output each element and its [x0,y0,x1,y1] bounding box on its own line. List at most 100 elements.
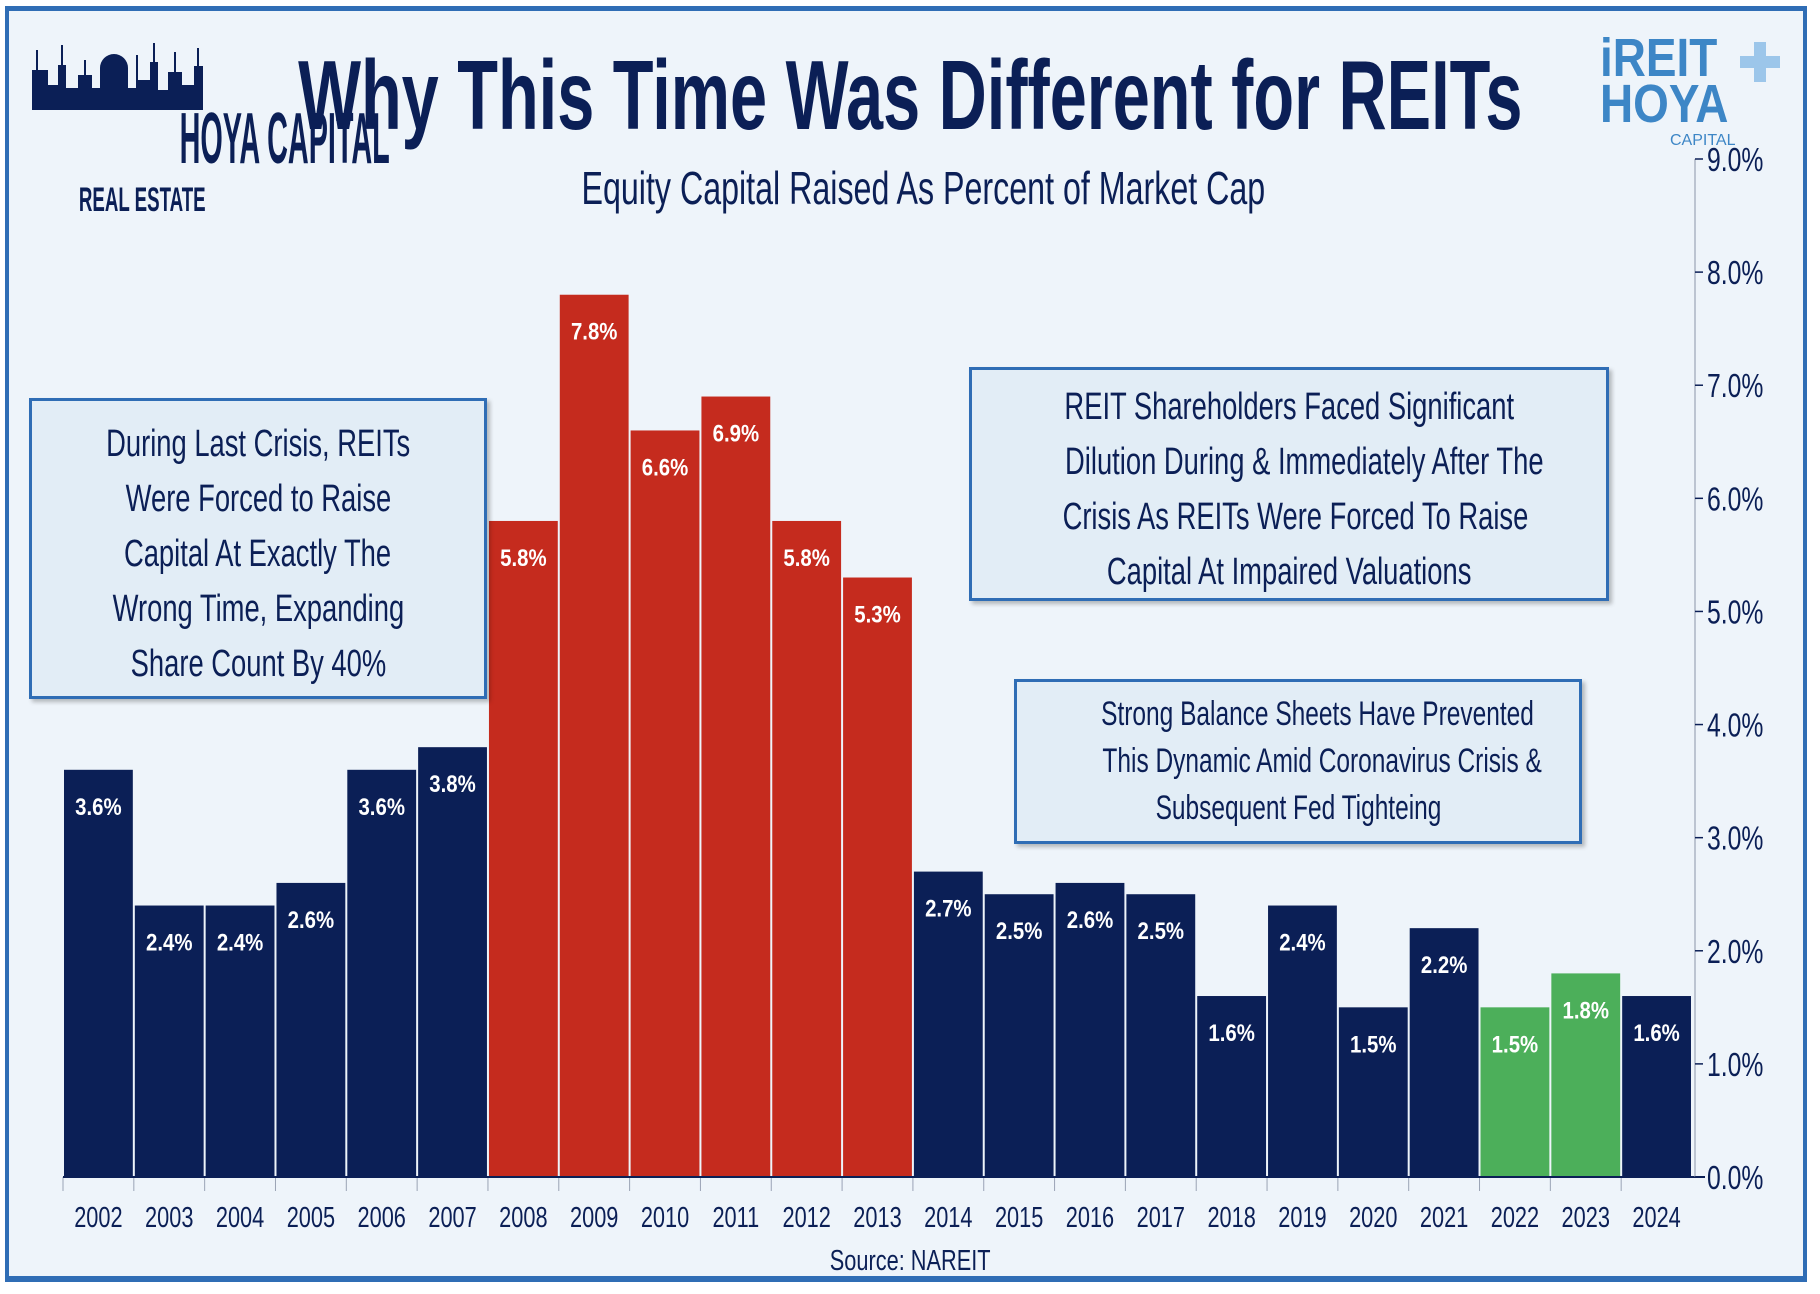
data-label-2006: 3.6% [358,793,405,820]
x-tick-label-2002: 2002 [74,1202,122,1234]
chart-title-text: Why This Time Was Different for REITs [297,40,1523,150]
bar-2012 [772,520,842,1177]
x-tick-label-2010: 2010 [641,1202,689,1234]
y-tick-label: 8.0% [1707,256,1763,292]
annotation-line: This Dynamic Amid Coronavirus Crisis & [1102,742,1542,780]
skyline-icon [32,43,203,110]
y-tick-label: 4.0% [1707,708,1763,744]
x-tick-label-2024: 2024 [1632,1202,1680,1234]
bar-2002 [64,769,133,1177]
annotation-line: During Last Crisis, REITs [105,423,411,465]
bar-2013 [843,577,912,1177]
x-tick-label-2009: 2009 [570,1202,618,1234]
bar-2015 [984,894,1054,1177]
bar-2003 [134,905,204,1177]
bar-2018 [1197,996,1267,1177]
bar-2016 [1055,882,1125,1177]
x-tick-label-2004: 2004 [216,1202,264,1234]
data-label-2022: 1.5% [1492,1031,1539,1058]
data-label-2007: 3.8% [429,771,476,798]
bar-2020 [1338,1007,1408,1177]
y-tick-label: 6.0% [1707,482,1763,518]
chart-subtitle: Equity Capital Raised As Percent of Mark… [0,160,1820,216]
bar-2006 [347,769,417,1177]
x-tick-label-2003: 2003 [145,1202,193,1234]
x-tick-label-2008: 2008 [499,1202,547,1234]
logo-right-line3: CAPITAL [1670,132,1736,149]
bar-2019 [1268,905,1337,1177]
annotation-line: Capital At Impaired Valuations [1106,551,1472,593]
y-tick-label: 7.0% [1707,369,1763,405]
annotation-line: Wrong Time, Expanding [112,588,404,630]
x-tick-label-2006: 2006 [358,1202,406,1234]
annotation-line: REIT Shareholders Faced Significant [1064,386,1514,428]
data-label-2011: 6.9% [713,420,760,447]
x-tick-label-2015: 2015 [995,1202,1043,1234]
data-label-2002: 3.6% [75,793,122,820]
y-tick-label: 3.0% [1707,821,1763,857]
data-label-2012: 5.8% [783,544,830,571]
data-label-2015: 2.5% [996,918,1043,945]
x-tick-label-2018: 2018 [1207,1202,1255,1234]
data-label-2008: 5.8% [500,544,547,571]
data-label-2019: 2.4% [1279,929,1326,956]
bar-2023 [1551,973,1621,1177]
data-label-2004: 2.4% [217,929,264,956]
x-tick-label-2022: 2022 [1491,1202,1539,1234]
annotation-line: Subsequent Fed Tighteing [1155,789,1441,827]
logo-right-line1: iREIT [1600,28,1718,88]
annotation-line: Were Forced to Raise [125,478,391,520]
bar-2021 [1409,928,1479,1177]
chart-subtitle-text: Equity Capital Raised As Percent of Mark… [581,162,1265,214]
data-label-2023: 1.8% [1563,997,1610,1024]
data-label-2009: 7.8% [571,318,618,345]
data-label-2016: 2.6% [1067,906,1114,933]
data-label-2010: 6.6% [642,454,689,481]
x-tick-label-2020: 2020 [1349,1202,1397,1234]
data-label-2003: 2.4% [146,929,193,956]
y-tick-label: 5.0% [1707,595,1763,631]
hoya-capital-logo: HOYA CAPITAL REAL ESTATE [22,40,390,220]
x-tick-label-2005: 2005 [287,1202,335,1234]
annotation-line: Strong Balance Sheets Have Prevented [1101,695,1534,733]
logo-left-line2: REAL ESTATE [78,181,206,219]
data-label-2020: 1.5% [1350,1031,1397,1058]
bar-2024 [1622,996,1691,1177]
annotation-line: Dilution During & Immediately After The [1065,441,1544,483]
x-tick-label-2013: 2013 [853,1202,901,1234]
x-tick-label-2017: 2017 [1137,1202,1185,1234]
x-tick-label-2011: 2011 [712,1202,759,1234]
x-tick-label-2019: 2019 [1278,1202,1326,1234]
source-text: Source: NAREIT [829,1245,991,1277]
source-note: Source: NAREIT [0,1244,1820,1278]
bar-2022 [1480,1007,1550,1177]
bar-2014 [913,871,983,1177]
data-label-2013: 5.3% [854,601,901,628]
y-tick-label: 0.0% [1707,1161,1763,1197]
x-tick-label-2014: 2014 [924,1202,972,1234]
bar-2011 [701,396,771,1177]
bar-2009 [559,294,629,1177]
annotation-line: Capital At Exactly The [124,533,392,575]
data-label-2024: 1.6% [1633,1019,1680,1046]
data-label-2005: 2.6% [288,906,335,933]
annotation-line: Crisis As REITs Were Forced To Raise [1062,496,1529,538]
x-tick-label-2012: 2012 [782,1202,830,1234]
bar-2004 [205,905,275,1177]
bar-2017 [1126,894,1196,1177]
x-tick-label-2007: 2007 [428,1202,476,1234]
ireit-hoya-logo: iREIT HOYA CAPITAL [1600,28,1790,149]
logo-right-line2: HOYA [1600,74,1729,134]
data-label-2017: 2.5% [1138,918,1185,945]
bar-2007 [418,747,487,1177]
bar-2010 [630,430,700,1177]
y-tick-label: 1.0% [1707,1048,1763,1084]
chart-title: Why This Time Was Different for REITs [0,40,1820,150]
x-tick-label-2021: 2021 [1420,1202,1468,1234]
data-label-2014: 2.7% [925,895,972,922]
data-label-2021: 2.2% [1421,952,1468,979]
data-label-2018: 1.6% [1208,1019,1255,1046]
bar-2008 [488,520,558,1177]
y-tick-label: 2.0% [1707,934,1763,970]
